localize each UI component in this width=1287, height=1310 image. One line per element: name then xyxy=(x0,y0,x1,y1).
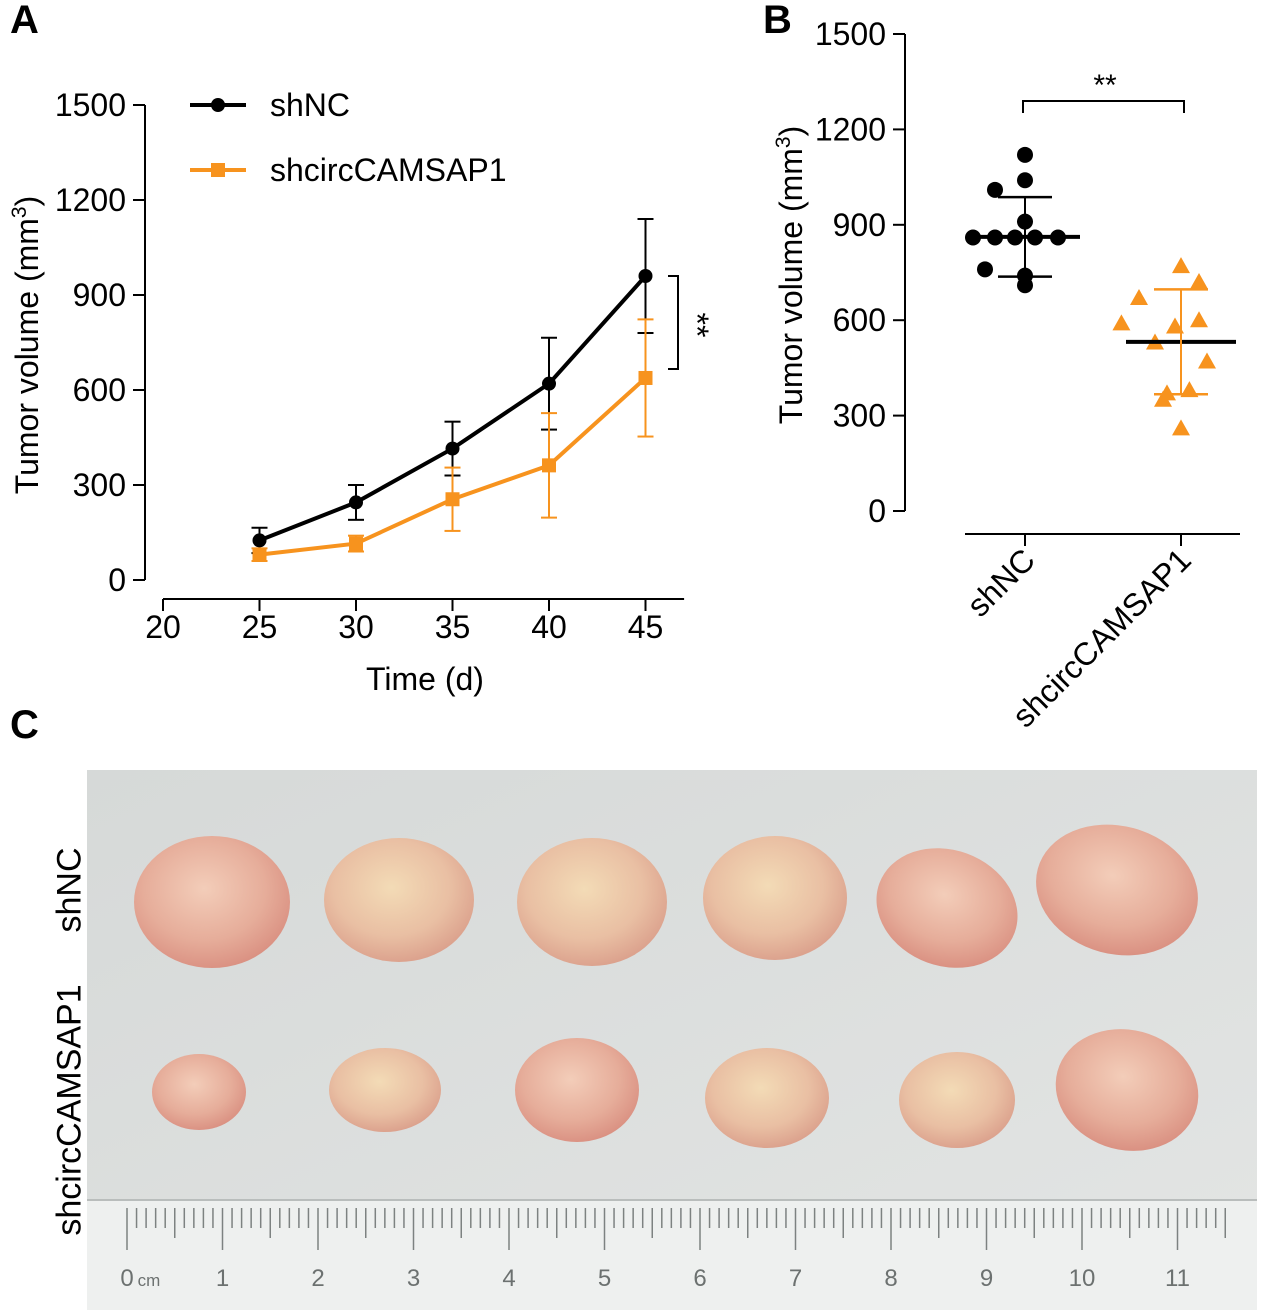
tumor-shNC-1 xyxy=(134,836,290,968)
line-chart-tumor-growth: 0 300 600 900 1200 1500 20 25 30 35 40 45 shNC shcir… xyxy=(8,87,715,697)
ruler-number: 7 xyxy=(789,1265,802,1292)
chart-a-y-tick-label: 300 xyxy=(73,467,126,503)
tumor-row-shNC xyxy=(134,824,1198,968)
panel-label-a: A xyxy=(10,0,39,42)
chart-a-ticks: 0 300 600 900 1200 1500 20 25 30 35 40 45 xyxy=(55,87,663,645)
chart-a-point-shcircCAMSAP1 xyxy=(252,547,267,562)
chart-a-point-shcircCAMSAP1 xyxy=(445,492,460,507)
ruler-number: 0 xyxy=(120,1265,133,1292)
ruler-number: 4 xyxy=(502,1265,515,1292)
chart-b-significance-label: ** xyxy=(1093,69,1117,102)
chart-a-point-shNC xyxy=(445,441,460,456)
chart-a-point-shcircCAMSAP1 xyxy=(638,370,653,385)
chart-a-series xyxy=(251,218,654,562)
tumor-sh-5 xyxy=(899,1052,1015,1148)
chart-a-legend-label: shNC xyxy=(270,87,350,123)
panel-label-c: C xyxy=(10,703,39,747)
ruler-number: 8 xyxy=(884,1265,897,1292)
tumor-row-shcircCAMSAP1 xyxy=(152,1029,1199,1151)
chart-a-point-shNC xyxy=(252,533,267,548)
chart-a-point-shNC xyxy=(349,495,363,510)
photo-row-label-shNC: shNC xyxy=(50,847,89,933)
chart-b-point-shcircCAMSAP1 xyxy=(1190,311,1208,328)
chart-b-y-tick-label: 600 xyxy=(833,302,886,338)
chart-a-legend-label: shcircCAMSAP1 xyxy=(270,152,507,188)
chart-a-x-tick-label: 35 xyxy=(435,609,471,645)
chart-a-y-tick-label: 900 xyxy=(73,277,126,313)
tumor-photograph: 0 1 2 3 4 5 6 7 8 9 10 11 cm xyxy=(87,770,1257,1310)
chart-a-significance-bracket xyxy=(668,275,679,370)
chart-a-legend-marker xyxy=(211,163,225,177)
ruler-number: 3 xyxy=(407,1265,420,1292)
chart-b-points xyxy=(965,146,1236,436)
chart-b-point-shcircCAMSAP1 xyxy=(1166,317,1184,334)
chart-b-y-tick-label: 300 xyxy=(833,398,886,434)
tumor-sh-4 xyxy=(705,1048,829,1148)
tumor-shNC-4 xyxy=(703,836,847,960)
ruler-number: 5 xyxy=(598,1265,611,1292)
tumor-shNC-3 xyxy=(517,838,667,966)
chart-a-legend-marker xyxy=(211,98,225,112)
chart-b-point-shcircCAMSAP1 xyxy=(1190,273,1208,290)
chart-a-point-shNC xyxy=(542,376,556,391)
tumor-sh-1 xyxy=(152,1054,246,1130)
chart-a-x-tick-label: 45 xyxy=(628,609,664,645)
chart-a-x-tick-label: 40 xyxy=(531,609,567,645)
chart-a-y-tick-label: 600 xyxy=(73,372,126,408)
ruler-number: 1 xyxy=(216,1265,229,1292)
chart-b-point-shNC xyxy=(1017,146,1033,163)
chart-a-legend: shNC shcircCAMSAP1 xyxy=(190,87,507,188)
ruler-ticks xyxy=(126,1208,1226,1250)
chart-b-point-shcircCAMSAP1 xyxy=(1130,288,1148,305)
tumor-shNC-6 xyxy=(1036,824,1198,956)
chart-b-x-tick-label: shNC xyxy=(960,541,1042,623)
ruler-number: 10 xyxy=(1069,1265,1096,1292)
ruler-labels: 0 1 2 3 4 5 6 7 8 9 10 11 cm xyxy=(120,1265,1190,1292)
ruler-unit: cm xyxy=(138,1271,161,1290)
chart-b-y-tick-label: 900 xyxy=(833,207,886,243)
chart-b-point-shcircCAMSAP1 xyxy=(1112,314,1131,331)
chart-a-x-tick-label: 25 xyxy=(242,609,278,645)
chart-a-point-shcircCAMSAP1 xyxy=(542,458,556,473)
chart-a-y-tick-label: 1200 xyxy=(55,182,126,218)
chart-b-axes xyxy=(904,34,1240,535)
chart-a-point-shcircCAMSAP1 xyxy=(349,536,363,551)
chart-b-y-tick-label: 1200 xyxy=(815,111,886,147)
chart-b-point-shNC xyxy=(1017,172,1033,189)
chart-b-point-shcircCAMSAP1 xyxy=(1172,419,1190,436)
chart-a-ylabel: Tumor volume (mm3) xyxy=(8,196,45,495)
chart-a-y-tick-label: 1500 xyxy=(55,87,126,123)
chart-a-x-tick-label: 30 xyxy=(338,609,374,645)
chart-b-point-shNC xyxy=(987,181,1003,198)
ruler-number: 11 xyxy=(1165,1265,1190,1292)
tumor-sh-3 xyxy=(515,1038,639,1142)
chart-a-x-tick-label: 20 xyxy=(145,609,181,645)
ruler: 0 1 2 3 4 5 6 7 8 9 10 11 cm xyxy=(87,1199,1257,1310)
ruler-number: 2 xyxy=(311,1265,324,1292)
photo-row-label-shcircCAMSAP1: shcircCAMSAP1 xyxy=(50,984,89,1236)
tumor-sh-6 xyxy=(1055,1029,1199,1151)
chart-a-xlabel: Time (d) xyxy=(366,661,484,697)
ruler-number: 6 xyxy=(693,1265,706,1292)
chart-b-point-shNC xyxy=(977,261,993,278)
tumor-sh-2 xyxy=(329,1048,441,1132)
chart-a-axes xyxy=(144,105,685,600)
chart-b-y-tick-label: 0 xyxy=(868,493,886,529)
tumor-shNC-5 xyxy=(876,848,1018,968)
chart-a-point-shNC xyxy=(638,269,653,283)
chart-a-significance-label: ** xyxy=(679,313,715,338)
chart-b-point-shNC xyxy=(1017,277,1033,294)
ruler-number: 9 xyxy=(980,1265,993,1292)
chart-b-y-tick-label: 1500 xyxy=(815,16,886,52)
panel-label-b: B xyxy=(763,0,792,42)
chart-a-y-tick-label: 0 xyxy=(108,562,126,598)
chart-b-ylabel: Tumor volume (mm3) xyxy=(772,126,809,425)
chart-b-point-shcircCAMSAP1 xyxy=(1154,390,1172,407)
chart-b-point-shcircCAMSAP1 xyxy=(1172,257,1190,274)
tumor-shNC-2 xyxy=(324,838,474,962)
chart-b-significance-bracket xyxy=(1022,100,1185,113)
chart-b-point-shcircCAMSAP1 xyxy=(1198,352,1216,369)
